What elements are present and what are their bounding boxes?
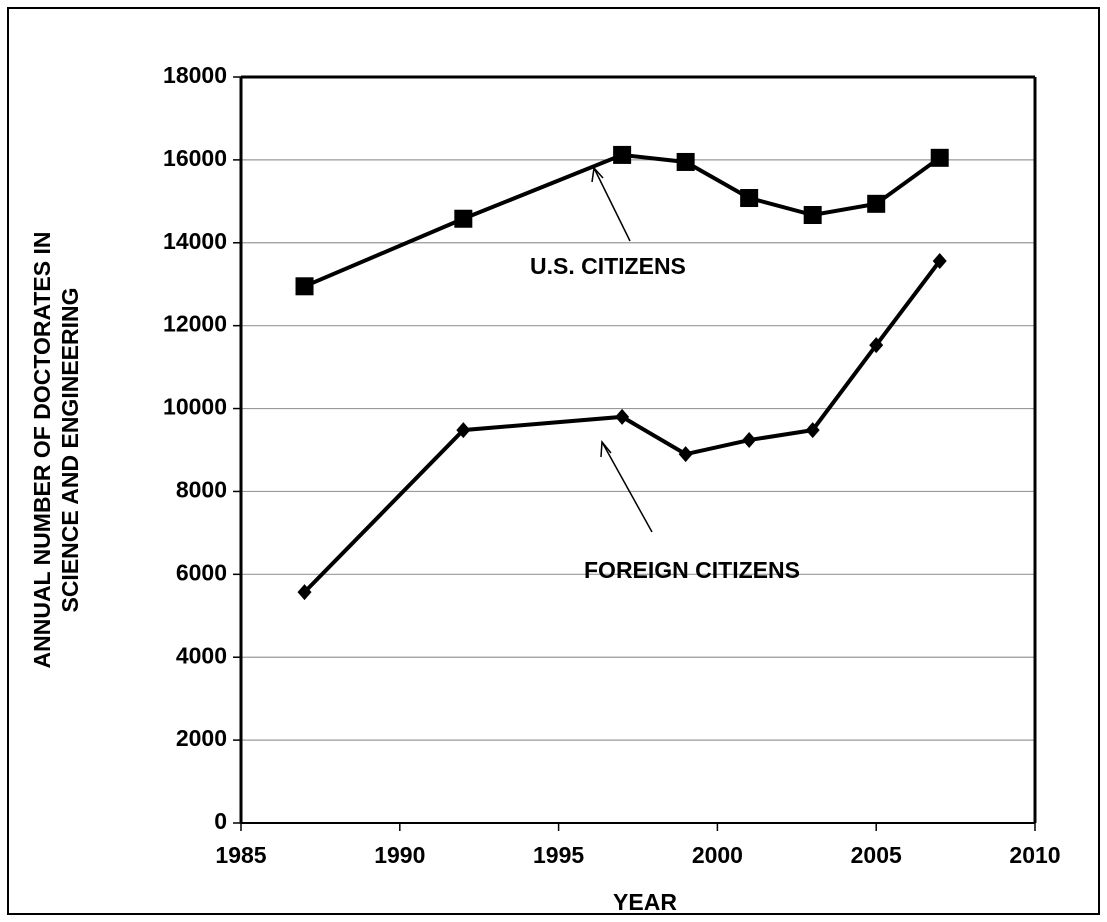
y-axis-label: ANNUAL NUMBER OF DOCTORATES IN [29,232,55,669]
y-tick-label: 14000 [163,228,227,254]
x-tick-label: 1985 [215,842,266,868]
y-tick-label: 6000 [176,559,227,585]
annotation-arrow [593,167,631,242]
marker [932,253,947,270]
marker [454,209,473,228]
x-axis-label: YEAR [613,889,677,915]
annotation: FOREIGN CITIZENS [584,557,800,583]
annotation-arrowhead [600,440,612,458]
series-line [303,152,941,289]
x-tick-label: 1990 [374,842,425,868]
annotation-arrowhead [591,166,604,183]
marker [676,152,695,171]
chart-frame [7,7,1100,915]
marker [742,432,757,449]
x-tick-label: 2000 [692,842,743,868]
marker [869,337,884,354]
marker [740,189,759,208]
x-tick-label: 1995 [533,842,584,868]
marker [613,145,632,164]
marker [456,422,471,439]
y-tick-label: 16000 [163,145,227,171]
y-tick-label: 2000 [176,725,227,751]
marker [803,206,822,225]
y-tick-label: 12000 [163,311,227,337]
annotation-arrow [601,441,653,533]
y-tick-label: 8000 [176,477,227,503]
marker [615,408,630,425]
marker [805,422,820,439]
annotation: U.S. CITIZENS [530,253,686,279]
marker [297,584,312,601]
marker [867,194,886,213]
y-tick-label: 0 [214,808,227,834]
y-tick-label: 10000 [163,394,227,420]
series-line [303,259,942,594]
y-tick-label: 4000 [176,642,227,668]
plot [295,145,949,601]
marker [295,277,314,296]
x-tick-label: 2005 [851,842,902,868]
y-tick-label: 18000 [163,62,227,88]
x-tick-label: 2010 [1009,842,1060,868]
y-axis-label: SCIENCE AND ENGINEERING [57,287,83,612]
marker [930,148,949,167]
marker [678,446,693,463]
